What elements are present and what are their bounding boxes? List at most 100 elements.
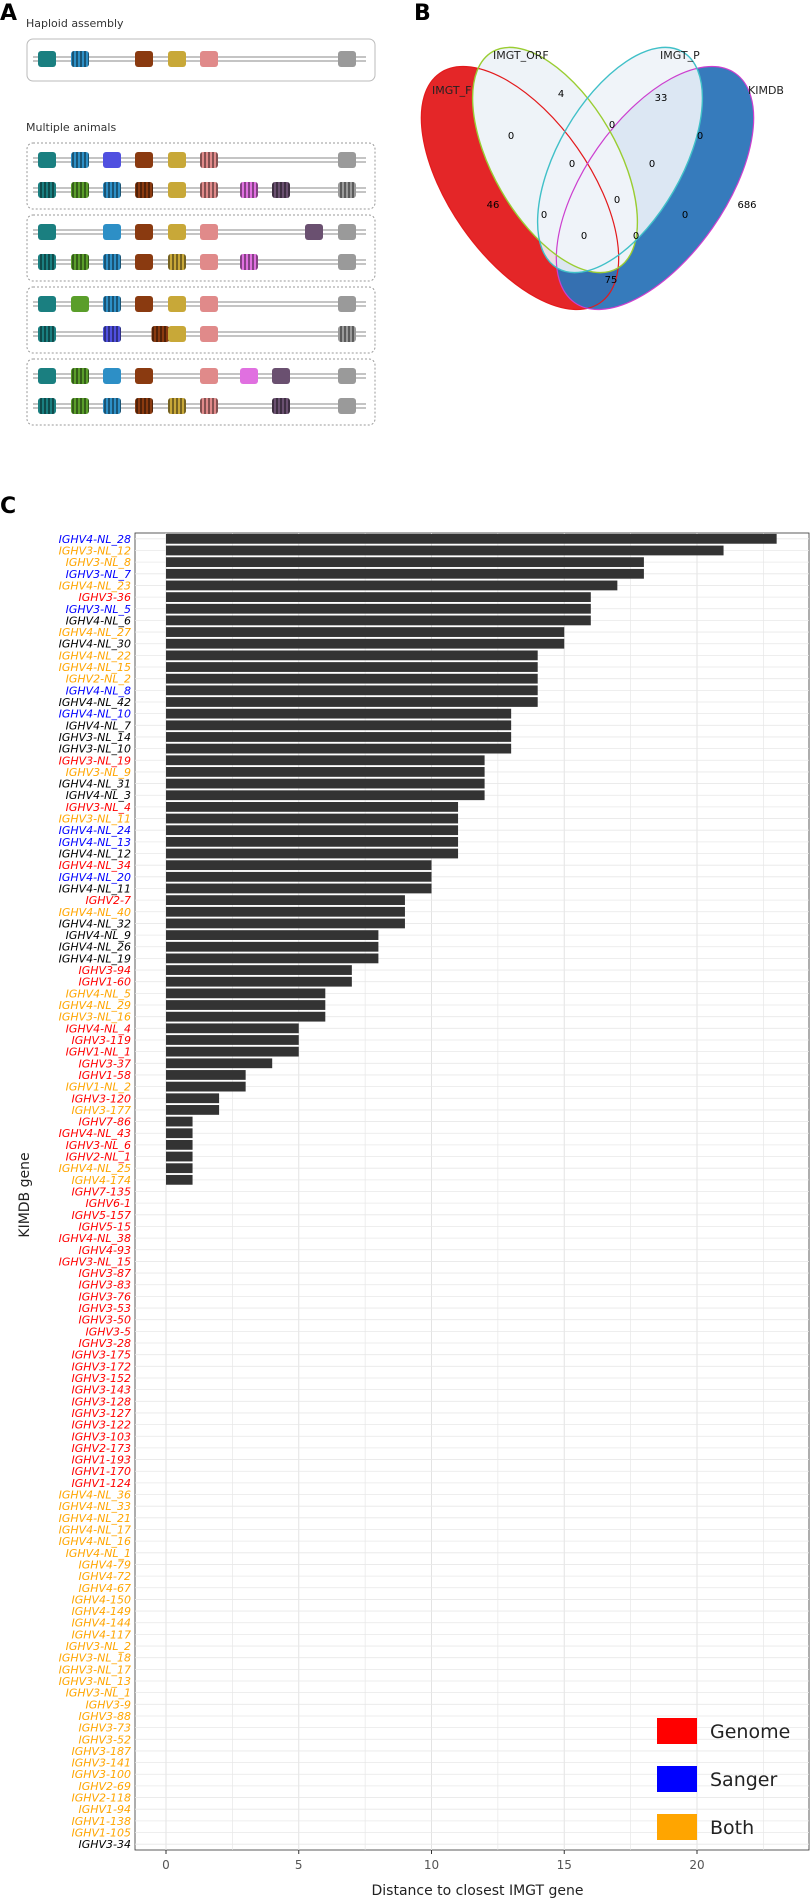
y-tick-label: IGHV7-135: [71, 1186, 131, 1199]
bar: [166, 685, 538, 696]
y-tick-label: IGHV4-144: [71, 1617, 131, 1630]
bar: [166, 1174, 193, 1185]
gene-segment: [338, 368, 356, 384]
y-tick-label: IGHV1-NL_1: [66, 1046, 131, 1059]
gene-segment-stripes: [103, 182, 121, 198]
y-tick-label: IGHV3-88: [78, 1710, 131, 1723]
y-tick-label: IGHV3-NL_12: [59, 544, 131, 557]
bar: [166, 941, 379, 952]
y-tick-label: IGHV1-105: [71, 1827, 131, 1840]
gene-segment: [135, 254, 153, 270]
bar: [166, 732, 512, 742]
y-tick-label: IGHV3-NL_4: [66, 801, 131, 814]
bar: [166, 836, 459, 847]
legend-label: Genome: [710, 1721, 790, 1743]
gene-segment-stripes: [71, 368, 89, 384]
y-tick-label: IGHV3-128: [71, 1395, 131, 1408]
y-tick-label: IGHV3-5: [85, 1325, 131, 1338]
y-tick-label: IGHV3-NL_6: [66, 1139, 131, 1152]
y-tick-label: IGHV4-NL_15: [59, 661, 131, 674]
bar: [166, 1105, 220, 1115]
y-tick-label: IGHV4-NL_5: [66, 987, 131, 1000]
y-tick-label: IGHV3-NL_19: [59, 754, 131, 767]
y-tick-label: IGHV3-87: [78, 1267, 131, 1280]
y-tick-label: IGHV4-NL_21: [59, 1512, 131, 1525]
y-tick-label: IGHV4-NL_23: [59, 579, 131, 592]
bar: [166, 871, 432, 882]
y-tick-label: IGHV3-94: [78, 964, 131, 977]
venn-label-kimdb: KIMDB: [748, 84, 784, 97]
gene-segment: [338, 152, 356, 168]
bar: [166, 627, 565, 637]
bar: [166, 557, 644, 568]
y-tick-label: IGHV3-143: [71, 1384, 131, 1397]
haploid-assembly-label: Haploid assembly: [26, 17, 124, 30]
venn-count: 0: [609, 120, 615, 131]
y-tick-label: IGHV4-NL_26: [59, 941, 131, 954]
distance-bar-chart: IGHV4-NL_28IGHV3-NL_12IGHV3-NL_8IGHV3-NL…: [17, 532, 810, 1899]
bar: [166, 1046, 299, 1057]
y-tick-label: IGHV3-37: [78, 1057, 131, 1070]
y-tick-label: IGHV3-9: [85, 1698, 131, 1711]
gene-segment: [38, 368, 56, 384]
gene-segment: [338, 51, 356, 67]
y-tick-label: IGHV3-28: [78, 1337, 131, 1350]
venn-count: 0: [682, 210, 688, 221]
x-axis-label: Distance to closest IMGT gene: [371, 1883, 583, 1899]
y-tick-label: IGHV1-170: [71, 1465, 131, 1478]
y-tick-label: IGHV4-NL_16: [59, 1535, 131, 1548]
bar: [166, 895, 405, 906]
venn-diagram: IMGT_F IMGT_ORF IMGT_P KIMDB 46 4 33 686 0 0 0 0 0 0 0…: [420, 46, 784, 311]
gene-segment-stripes: [103, 296, 121, 312]
y-tick-label: IGHV3-NL_15: [59, 1255, 131, 1268]
gene-segment-stripes: [103, 398, 121, 414]
bar: [166, 533, 777, 544]
gene-segment: [38, 152, 56, 168]
y-tick-label: IGHV4-150: [71, 1593, 131, 1606]
bar: [166, 755, 485, 766]
multiple-animals-label: Multiple animals: [26, 121, 116, 134]
y-tick-label: IGHV3-53: [78, 1302, 131, 1315]
venn-count: 46: [487, 200, 500, 211]
bar: [166, 720, 512, 731]
bar: [166, 906, 405, 917]
bar: [166, 638, 565, 649]
gene-segment-stripes: [151, 326, 170, 342]
y-tick-label: IGHV4-174: [71, 1174, 131, 1187]
bar: [166, 580, 618, 591]
gene-segment-stripes: [272, 182, 290, 198]
panel-b-letter: B: [414, 1, 431, 26]
y-tick-label: IGHV3-NL_2: [66, 1640, 131, 1653]
y-tick-label: IGHV1-94: [78, 1803, 131, 1816]
y-tick-label: IGHV1-193: [71, 1454, 131, 1467]
y-tick-label: IGHV3-NL_16: [59, 1011, 131, 1024]
y-tick-label: IGHV3-120: [71, 1092, 131, 1105]
venn-label-imgt-f: IMGT_F: [432, 84, 471, 97]
gene-segment: [200, 254, 218, 270]
x-tick-label: 20: [689, 1858, 704, 1872]
bar: [166, 662, 538, 672]
bar: [166, 1093, 220, 1104]
bar: [166, 790, 485, 801]
y-tick-label: IGHV3-100: [71, 1768, 131, 1781]
y-tick-label: IGHV4-NL_22: [59, 649, 131, 662]
gene-segment: [168, 326, 186, 342]
y-tick-label: IGHV4-NL_42: [59, 696, 131, 709]
bar: [166, 988, 326, 999]
y-tick-label: IGHV4-149: [71, 1605, 131, 1618]
y-tick-label: IGHV4-NL_4: [66, 1022, 131, 1035]
y-tick-label: IGHV4-NL_13: [59, 836, 131, 849]
y-tick-label: IGHV4-NL_33: [59, 1500, 131, 1513]
gene-segment: [103, 368, 121, 384]
y-tick-label: IGHV3-34: [78, 1838, 131, 1851]
gene-segment-stripes: [103, 326, 121, 342]
venn-imgt-p-outline: [536, 46, 704, 274]
bar: [166, 976, 352, 987]
gene-segment-stripes: [240, 182, 258, 198]
bar: [166, 778, 485, 789]
y-tick-label: IGHV3-119: [71, 1034, 131, 1047]
bar: [166, 1023, 299, 1034]
y-tick-label: IGHV3-172: [71, 1360, 131, 1373]
y-tick-label: IGHV1-124: [71, 1477, 131, 1490]
